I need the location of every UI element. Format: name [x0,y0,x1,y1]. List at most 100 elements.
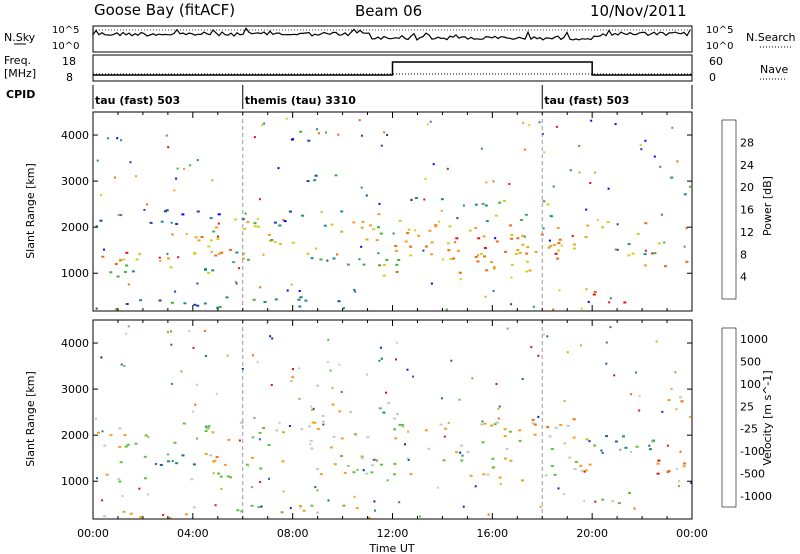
range-gate-cell [346,263,350,266]
range-gate-cell [609,326,612,329]
range-gate-cell [644,139,647,142]
range-gate-cell [485,220,489,223]
range-gate-cell [362,469,365,472]
range-gate-cell [226,354,229,357]
range-gate-cell [493,266,496,269]
range-gate-cell [245,463,249,466]
range-gate-cell [497,417,500,420]
range-gate-cell [583,470,586,473]
range-gate-cell [362,263,366,266]
range-gate-cell [516,249,520,251]
range-gate-cell [409,245,413,248]
range-gate-cell [105,473,109,476]
y-tick-label: 3000 [61,175,89,188]
range-gate-cell [181,454,185,457]
range-gate-cell [485,181,488,184]
range-gate-cell [424,177,427,180]
range-gate-cell [492,180,495,183]
range-gate-cell [428,229,432,232]
range-gate-cell [380,357,383,360]
range-gate-cell [590,119,593,122]
colorbar-tick-label: 16 [740,204,754,217]
range-gate-cell [288,425,291,427]
range-gate-cell [338,363,341,366]
range-gate-cell [316,128,318,131]
range-gate-cell [606,221,610,223]
range-gate-cell [313,179,317,182]
range-gate-cell [460,459,464,462]
range-gate-cell [611,500,615,503]
range-gate-cell [440,209,443,212]
range-gate-cell [509,459,513,462]
range-gate-cell [162,514,165,516]
range-gate-cell [331,386,334,389]
range-gate-cell [398,219,402,222]
range-gate-cell [241,257,245,260]
range-gate-cell [653,155,656,158]
range-gate-cell [235,251,239,254]
range-gate-cell [103,444,107,447]
range-gate-cell [273,221,277,224]
range-gate-cell [270,239,274,241]
range-gate-cell [506,327,509,330]
range-gate-cell [444,427,448,430]
range-gate-cell [282,218,285,221]
range-gate-cell [406,368,409,371]
range-gate-cell [369,224,372,227]
range-gate-cell [169,266,173,269]
range-gate-cell [495,421,499,424]
range-gate-cell [262,253,265,256]
y-tick-label: 2000 [61,429,89,442]
range-gate-cell [569,169,572,172]
range-gate-cell [438,220,441,223]
range-gate-cell [651,252,654,255]
range-gate-cell [419,515,422,518]
range-gate-cell [170,330,172,333]
range-gate-cell [558,289,561,292]
range-gate-cell [503,457,507,460]
range-gate-cell [183,168,185,170]
range-gate-cell [609,297,612,300]
range-gate-cell [200,236,204,238]
nsky-label: N.Sky [4,31,36,44]
range-gate-cell [547,246,551,249]
colorbar-tick-label: 12 [740,226,754,239]
range-gate-cell [474,203,478,206]
range-gate-cell [123,271,127,273]
range-gate-cell [268,477,270,480]
nave-tick-high: 60 [709,55,723,68]
range-gate-cell [332,435,336,438]
range-gate-cell [375,239,379,242]
range-gate-cell [167,257,171,260]
range-gate-cell [378,359,381,362]
range-gate-cell [573,468,577,470]
range-gate-cell [441,258,444,261]
range-gate-cell [660,213,663,216]
range-gate-cell [563,400,566,402]
range-gate-cell [557,487,560,490]
range-gate-cell [239,421,243,424]
range-gate-cell [291,376,295,379]
range-gate-cell [440,198,444,201]
range-gate-cell [349,411,352,414]
range-gate-cell [366,436,370,439]
range-gate-cell [386,134,389,136]
range-gate-cell [491,457,495,460]
range-gate-cell [315,247,318,250]
range-gate-cell [643,264,647,267]
range-gate-cell [528,269,532,272]
range-gate-cell [525,270,529,273]
range-gate-cell [238,267,241,270]
range-gate-cell [593,444,597,447]
range-gate-cell [217,472,221,475]
range-gate-cell [171,460,174,463]
range-gate-cell [204,355,207,357]
range-gate-cell [378,407,382,410]
range-gate-cell [310,405,313,408]
range-gate-cell [320,211,323,213]
range-gate-cell [321,420,325,423]
range-gate-cell [175,223,179,225]
range-gate-cell [204,430,208,433]
range-gate-cell [215,456,219,459]
range-gate-cell [656,472,660,475]
